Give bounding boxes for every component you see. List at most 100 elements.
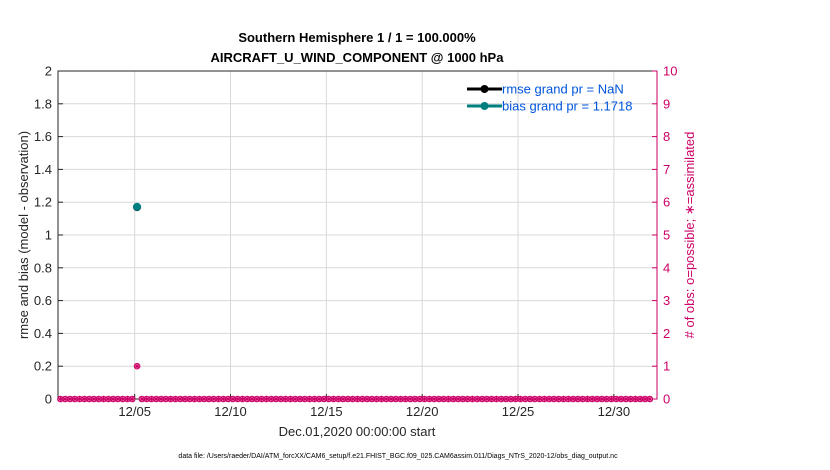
legend-rmse-label: rmse grand pr = NaN (502, 82, 624, 97)
obs-assimilated-marker (206, 396, 212, 402)
obs-star-stroke (494, 396, 499, 402)
obs-assimilated-marker (426, 396, 432, 402)
obs-star-stroke (499, 396, 504, 402)
obs-star-stroke (547, 396, 552, 402)
data-series (133, 202, 142, 212)
obs-star-stroke (307, 396, 312, 402)
obs-star-stroke (197, 396, 202, 402)
obs-assimilated-marker (321, 396, 327, 402)
obs-star-stroke (91, 396, 97, 402)
y-tick-label-left: 1.2 (34, 195, 52, 210)
obs-star-stroke (331, 396, 336, 402)
obs-star-stroke (580, 396, 585, 402)
obs-star-stroke (110, 396, 116, 402)
obs-assimilated-marker (163, 396, 169, 402)
obs-star-stroke (182, 396, 188, 402)
obs-star-stroke (537, 396, 542, 402)
obs-star-stroke (225, 396, 231, 402)
obs-star-stroke (523, 396, 528, 402)
obs-star-stroke (264, 396, 269, 402)
x-axis-label: Dec.01,2020 00:00:00 start (279, 424, 436, 439)
obs-assimilated-marker (201, 396, 207, 402)
data-file-footer: data file: /Users/raeder/DAI/ATM_forcXX/… (178, 453, 618, 460)
obs-star-stroke (249, 396, 255, 402)
y-tick-label-right: 5 (663, 228, 670, 243)
obs-star-stroke (115, 396, 121, 402)
obs-star-stroke (235, 396, 240, 402)
obs-star-stroke (269, 396, 274, 402)
obs-assimilated-marker (96, 396, 102, 402)
obs-star-stroke (288, 396, 293, 402)
obs-assimilated-marker (268, 396, 274, 402)
obs-star-stroke (216, 396, 221, 402)
obs-star-stroke (293, 396, 298, 402)
obs-assimilated-marker (436, 396, 442, 402)
obs-star-stroke (647, 396, 652, 402)
obs-star-stroke (628, 396, 633, 402)
obs-star-stroke (398, 396, 403, 402)
obs-star-stroke (594, 396, 600, 402)
obs-star-stroke (245, 396, 250, 402)
obs-assimilated-marker (613, 396, 619, 402)
obs-star-stroke (154, 396, 159, 402)
obs-star-stroke (86, 396, 92, 402)
obs-star-stroke (149, 396, 154, 402)
obs-star-stroke (163, 396, 168, 402)
obs-star-stroke (254, 396, 260, 402)
obs-assimilated-marker (580, 396, 586, 402)
y-tick-label-left: 0.8 (34, 260, 52, 275)
obs-star-stroke (130, 396, 135, 402)
legend-rmse-marker (480, 85, 489, 93)
x-tick-label: 12/15 (310, 404, 343, 419)
obs-star-stroke (618, 396, 624, 402)
obs-star-stroke (566, 396, 571, 402)
obs-star-stroke (336, 396, 341, 402)
obs-assimilated-marker (129, 396, 135, 402)
obs-assimilated-marker (115, 396, 121, 402)
obs-star-stroke (77, 396, 82, 402)
y-tick-label-left: 0.2 (34, 359, 52, 374)
grid-lines (58, 71, 657, 399)
obs-star-stroke (388, 396, 394, 402)
obs-star-stroke (455, 396, 461, 402)
y-tick-label-left: 1 (45, 228, 52, 243)
x-tick-label: 12/20 (406, 404, 439, 419)
obs-star-stroke (364, 396, 370, 402)
obs-star-stroke (67, 396, 73, 402)
obs-star-stroke (230, 396, 236, 402)
obs-assimilated-marker (589, 396, 595, 402)
y-tick-label-left: 2 (45, 64, 52, 79)
y-axis-label-right: # of obs: o=possible; ∗=assimilated (682, 132, 697, 339)
obs-assimilated-marker (259, 396, 265, 402)
obs-star-stroke (431, 396, 437, 402)
obs-star-stroke (379, 396, 384, 402)
obs-star-stroke (211, 396, 216, 402)
x-tick-label: 12/05 (118, 404, 151, 419)
obs-assimilated-marker (584, 396, 591, 402)
obs-assimilated-marker (460, 396, 466, 402)
obs-star-stroke (355, 396, 360, 402)
obs-star-stroke (374, 396, 379, 402)
obs-star-stroke (278, 396, 284, 402)
obs-star-stroke (321, 396, 327, 402)
y-tick-label-right: 10 (663, 64, 677, 79)
obs-star-stroke (96, 396, 101, 402)
legend-bias-label: bias grand pr = 1.1718 (502, 99, 632, 114)
obs-assimilated-marker (508, 396, 514, 402)
obs-possible-marker (133, 362, 141, 370)
obs-assimilated-marker (134, 363, 140, 369)
obs-star-stroke (178, 396, 183, 402)
obs-star-stroke (206, 396, 212, 402)
obs-star-stroke (590, 396, 595, 402)
obs-star-stroke (345, 396, 351, 402)
obs-assimilated-marker (393, 396, 399, 402)
obs-star-stroke (58, 396, 63, 402)
obs-star-stroke (604, 396, 609, 402)
obs-star-stroke (470, 396, 475, 402)
obs-star-stroke (460, 396, 466, 402)
obs-star-stroke (173, 396, 178, 402)
obs-star-stroke (451, 396, 456, 402)
obs-star-stroke (479, 396, 485, 402)
obs-star-stroke (489, 396, 494, 402)
obs-star-stroke (484, 396, 490, 402)
